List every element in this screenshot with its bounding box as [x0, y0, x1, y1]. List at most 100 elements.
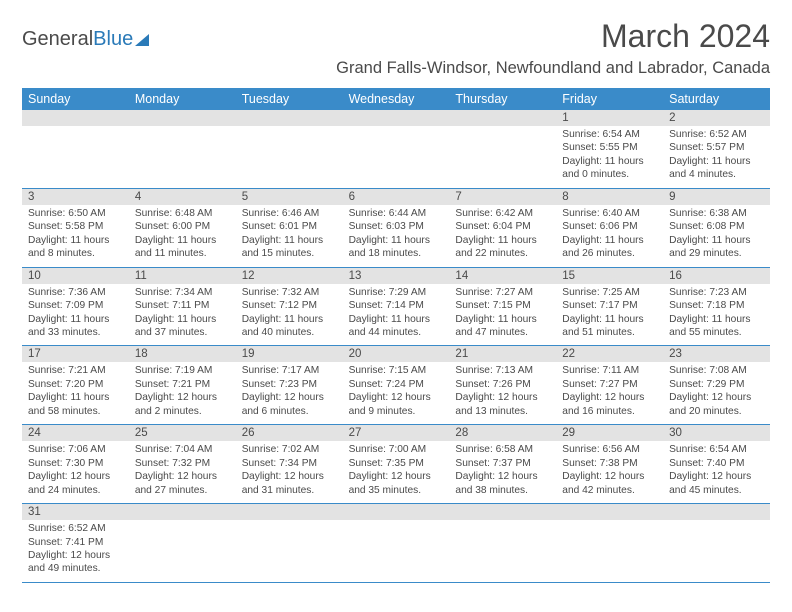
sunset-text: Sunset: 7:30 PM [28, 457, 123, 470]
day-number: 2 [663, 110, 770, 126]
daydata-row: Sunrise: 6:50 AMSunset: 5:58 PMDaylight:… [22, 205, 770, 267]
sunset-text: Sunset: 6:03 PM [349, 220, 444, 233]
day-number: 25 [129, 425, 236, 441]
sunset-text: Sunset: 7:11 PM [135, 299, 230, 312]
daydata-row: Sunrise: 7:21 AMSunset: 7:20 PMDaylight:… [22, 362, 770, 424]
sunset-text: Sunset: 5:55 PM [562, 141, 657, 154]
day-number: 8 [556, 189, 663, 205]
calendar-week: 3456789Sunrise: 6:50 AMSunset: 5:58 PMDa… [22, 189, 770, 268]
day-number [449, 504, 556, 520]
sunrise-text: Sunrise: 7:17 AM [242, 364, 337, 377]
sunset-text: Sunset: 7:34 PM [242, 457, 337, 470]
sunset-text: Sunset: 6:06 PM [562, 220, 657, 233]
daylight-text: Daylight: 11 hours and 51 minutes. [562, 313, 657, 340]
day-cell [236, 126, 343, 188]
day-number: 19 [236, 346, 343, 362]
day-cell: Sunrise: 6:44 AMSunset: 6:03 PMDaylight:… [343, 205, 450, 267]
sunset-text: Sunset: 7:17 PM [562, 299, 657, 312]
day-number [343, 504, 450, 520]
sunrise-text: Sunrise: 6:54 AM [562, 128, 657, 141]
sunrise-text: Sunrise: 7:08 AM [669, 364, 764, 377]
day-number: 29 [556, 425, 663, 441]
day-cell: Sunrise: 6:42 AMSunset: 6:04 PMDaylight:… [449, 205, 556, 267]
daylight-text: Daylight: 12 hours and 49 minutes. [28, 549, 123, 576]
day-number: 22 [556, 346, 663, 362]
calendar-week: 12Sunrise: 6:54 AMSunset: 5:55 PMDayligh… [22, 110, 770, 189]
day-cell [449, 126, 556, 188]
sunrise-text: Sunrise: 6:52 AM [669, 128, 764, 141]
day-number: 12 [236, 268, 343, 284]
day-cell: Sunrise: 7:13 AMSunset: 7:26 PMDaylight:… [449, 362, 556, 424]
daylight-text: Daylight: 12 hours and 35 minutes. [349, 470, 444, 497]
day-cell [236, 520, 343, 582]
day-number: 27 [343, 425, 450, 441]
sunrise-text: Sunrise: 6:54 AM [669, 443, 764, 456]
sunset-text: Sunset: 7:27 PM [562, 378, 657, 391]
header: GeneralBlue March 2024 Grand Falls-Winds… [22, 18, 770, 78]
weeks-container: 12Sunrise: 6:54 AMSunset: 5:55 PMDayligh… [22, 110, 770, 583]
daylight-text: Daylight: 11 hours and 58 minutes. [28, 391, 123, 418]
day-number: 6 [343, 189, 450, 205]
day-header-wednesday: Wednesday [343, 88, 450, 110]
day-cell: Sunrise: 6:56 AMSunset: 7:38 PMDaylight:… [556, 441, 663, 503]
sunset-text: Sunset: 7:18 PM [669, 299, 764, 312]
daylight-text: Daylight: 11 hours and 8 minutes. [28, 234, 123, 261]
sunrise-text: Sunrise: 7:13 AM [455, 364, 550, 377]
day-number: 24 [22, 425, 129, 441]
day-cell: Sunrise: 7:11 AMSunset: 7:27 PMDaylight:… [556, 362, 663, 424]
day-number [449, 110, 556, 126]
daylight-text: Daylight: 11 hours and 47 minutes. [455, 313, 550, 340]
sunrise-text: Sunrise: 7:02 AM [242, 443, 337, 456]
day-number: 16 [663, 268, 770, 284]
sunset-text: Sunset: 7:38 PM [562, 457, 657, 470]
daylight-text: Daylight: 11 hours and 37 minutes. [135, 313, 230, 340]
day-cell: Sunrise: 7:04 AMSunset: 7:32 PMDaylight:… [129, 441, 236, 503]
sunset-text: Sunset: 7:12 PM [242, 299, 337, 312]
logo-text-general: General [22, 28, 93, 51]
day-number: 31 [22, 504, 129, 520]
daylight-text: Daylight: 11 hours and 18 minutes. [349, 234, 444, 261]
day-number: 23 [663, 346, 770, 362]
day-cell: Sunrise: 7:19 AMSunset: 7:21 PMDaylight:… [129, 362, 236, 424]
sunset-text: Sunset: 7:24 PM [349, 378, 444, 391]
day-number: 4 [129, 189, 236, 205]
day-cell: Sunrise: 7:08 AMSunset: 7:29 PMDaylight:… [663, 362, 770, 424]
daylight-text: Daylight: 12 hours and 42 minutes. [562, 470, 657, 497]
day-cell: Sunrise: 6:48 AMSunset: 6:00 PMDaylight:… [129, 205, 236, 267]
daylight-text: Daylight: 11 hours and 44 minutes. [349, 313, 444, 340]
sunrise-text: Sunrise: 6:56 AM [562, 443, 657, 456]
sunset-text: Sunset: 7:20 PM [28, 378, 123, 391]
day-header-monday: Monday [129, 88, 236, 110]
day-header-saturday: Saturday [663, 88, 770, 110]
sunset-text: Sunset: 7:29 PM [669, 378, 764, 391]
day-number: 28 [449, 425, 556, 441]
daylight-text: Daylight: 11 hours and 22 minutes. [455, 234, 550, 261]
daylight-text: Daylight: 12 hours and 27 minutes. [135, 470, 230, 497]
day-header-row: Sunday Monday Tuesday Wednesday Thursday… [22, 88, 770, 110]
sunrise-text: Sunrise: 6:46 AM [242, 207, 337, 220]
day-number: 5 [236, 189, 343, 205]
calendar-week: 31Sunrise: 6:52 AMSunset: 7:41 PMDayligh… [22, 504, 770, 583]
day-number: 26 [236, 425, 343, 441]
calendar: Sunday Monday Tuesday Wednesday Thursday… [22, 88, 770, 583]
sunset-text: Sunset: 7:26 PM [455, 378, 550, 391]
day-number: 13 [343, 268, 450, 284]
sunset-text: Sunset: 7:09 PM [28, 299, 123, 312]
sunset-text: Sunset: 6:00 PM [135, 220, 230, 233]
sunset-text: Sunset: 6:08 PM [669, 220, 764, 233]
day-cell [343, 126, 450, 188]
sunrise-text: Sunrise: 7:06 AM [28, 443, 123, 456]
day-cell: Sunrise: 7:17 AMSunset: 7:23 PMDaylight:… [236, 362, 343, 424]
daylight-text: Daylight: 11 hours and 26 minutes. [562, 234, 657, 261]
daydata-row: Sunrise: 6:54 AMSunset: 5:55 PMDaylight:… [22, 126, 770, 188]
day-header-tuesday: Tuesday [236, 88, 343, 110]
sunrise-text: Sunrise: 7:29 AM [349, 286, 444, 299]
daynum-row: 3456789 [22, 189, 770, 205]
day-number: 15 [556, 268, 663, 284]
day-cell: Sunrise: 7:00 AMSunset: 7:35 PMDaylight:… [343, 441, 450, 503]
daylight-text: Daylight: 11 hours and 29 minutes. [669, 234, 764, 261]
day-cell [129, 520, 236, 582]
daylight-text: Daylight: 12 hours and 2 minutes. [135, 391, 230, 418]
day-number: 30 [663, 425, 770, 441]
daylight-text: Daylight: 12 hours and 24 minutes. [28, 470, 123, 497]
